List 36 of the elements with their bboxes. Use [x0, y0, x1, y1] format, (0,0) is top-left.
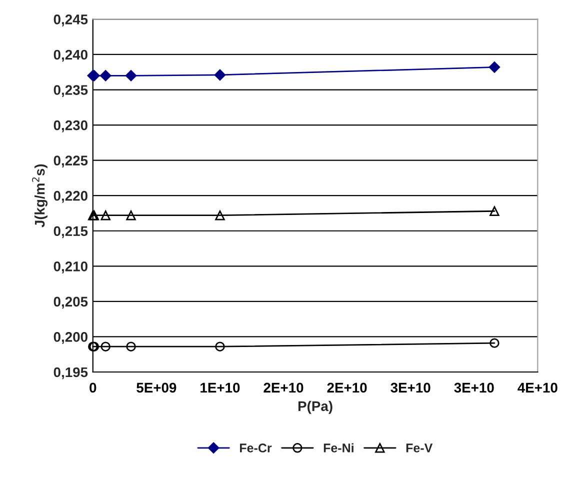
point [215, 342, 225, 352]
point [125, 70, 137, 82]
y-tick-label: 0,215 [54, 226, 88, 238]
point [100, 70, 112, 82]
x-tick-label: 2E+10 [327, 382, 367, 393]
y-tick-label: 0,230 [54, 120, 88, 132]
x-tick-label: 2E+10 [264, 382, 304, 393]
y-axis-title: J(kg/m$^{2}$s) [32, 164, 48, 228]
x-tick-label: 5E+09 [136, 382, 176, 393]
point [100, 210, 110, 220]
y-tick-label: 0,195 [54, 367, 88, 380]
point [214, 69, 226, 81]
x-tick-label: 3E+10 [390, 382, 430, 393]
y-tick-label: 0,205 [54, 296, 88, 309]
x-axis-title: P(Pa) [298, 400, 332, 414]
point [490, 206, 500, 216]
point [490, 338, 500, 348]
y-tick-label: 0,245 [54, 14, 88, 26]
point [126, 342, 136, 352]
legend-label: Fe-Ni [324, 443, 354, 452]
x-tick-label: 4E+10 [518, 382, 558, 393]
y-tick-label: 0,240 [54, 50, 88, 62]
y-tick-label: 0,200 [54, 332, 88, 344]
point [126, 210, 136, 220]
point [488, 62, 500, 73]
point [100, 342, 110, 352]
y-tick-label: 0,225 [54, 156, 88, 168]
y-tick-label: 0,220 [54, 190, 88, 203]
legend-label: Fe-Cr [240, 444, 272, 452]
y-tick-label: 0,210 [54, 261, 88, 274]
legend-label: Fe-V [406, 444, 433, 452]
point [215, 210, 225, 220]
x-tick-label: 1E+10 [200, 382, 240, 393]
y-tick-label: 0,235 [54, 85, 88, 97]
x-tick-label: 0 [90, 382, 96, 393]
x-tick-label: 3E+10 [454, 382, 494, 393]
